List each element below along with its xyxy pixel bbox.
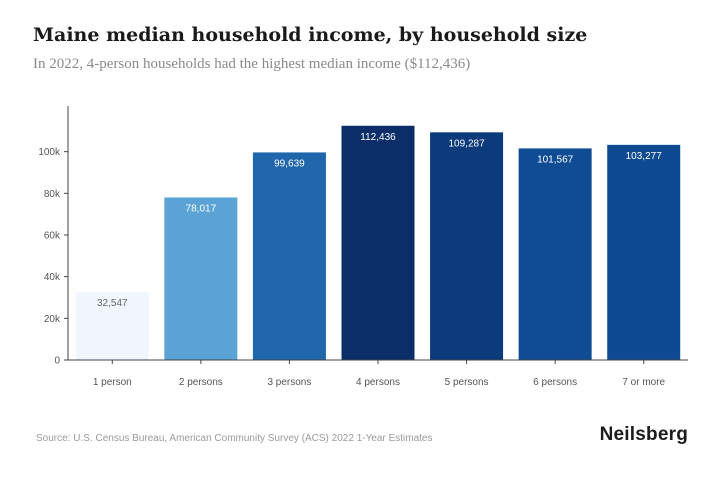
bar <box>341 125 415 360</box>
y-tick-label: 40k <box>44 272 61 283</box>
y-tick-label: 20k <box>44 314 61 325</box>
x-tick-label: 2 persons <box>179 377 223 388</box>
x-tick-label: 7 or more <box>622 377 665 388</box>
bar-value-label: 112,436 <box>360 132 396 143</box>
bar-value-label: 32,547 <box>97 298 128 309</box>
chart-title: Maine median household income, by househ… <box>33 24 588 46</box>
source-note: Source: U.S. Census Bureau, American Com… <box>36 433 433 444</box>
x-tick-label: 5 persons <box>445 377 489 388</box>
bar <box>252 152 326 360</box>
bar-value-label: 101,567 <box>537 154 574 165</box>
bar <box>607 144 681 360</box>
y-tick-label: 80k <box>44 189 61 200</box>
bar-value-label: 78,017 <box>186 203 217 214</box>
chart-subtitle: In 2022, 4-person households had the hig… <box>33 56 471 72</box>
bar-value-label: 109,287 <box>448 138 485 149</box>
bar-value-label: 103,277 <box>626 151 663 162</box>
x-tick-label: 1 person <box>93 377 132 388</box>
x-tick-label: 6 persons <box>533 377 577 388</box>
bar <box>430 132 504 360</box>
x-tick-label: 3 persons <box>267 377 311 388</box>
bar-value-label: 99,639 <box>274 158 305 169</box>
y-tick-label: 100k <box>38 147 61 158</box>
bar <box>518 148 592 360</box>
y-tick-label: 60k <box>44 231 61 242</box>
y-tick-label: 0 <box>54 356 60 367</box>
brand-logo: Neilsberg <box>599 424 688 445</box>
bar <box>164 197 238 360</box>
bar <box>75 292 149 360</box>
x-tick-label: 4 persons <box>356 377 400 388</box>
